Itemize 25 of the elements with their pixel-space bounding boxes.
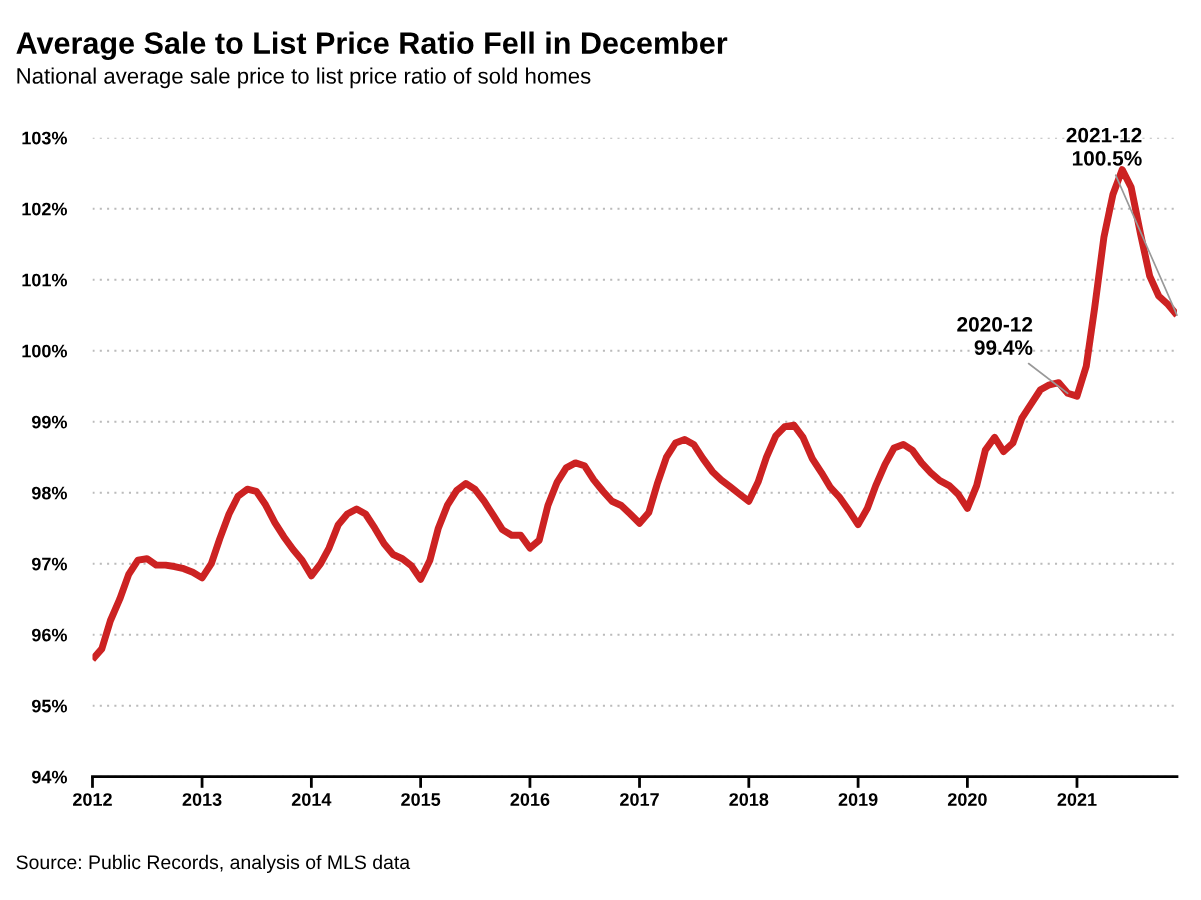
y-tick-label: 98%	[31, 486, 67, 500]
chart-title: Average Sale to List Price Ratio Fell in December	[16, 31, 728, 61]
annotation: 2021-12 100.5%	[1066, 127, 1142, 166]
x-tick-label: 2012	[73, 793, 112, 806]
x-tick-label: 2018	[729, 793, 769, 806]
y-tick-label: 94%	[31, 770, 67, 784]
x-tick-label: 2013	[182, 793, 222, 806]
y-tick-label: 99%	[31, 415, 67, 429]
y-tick-label: 97%	[31, 557, 67, 571]
x-tick-label: 2015	[401, 793, 441, 806]
y-tick-label: 103%	[22, 131, 67, 145]
y-tick-label: 100%	[22, 344, 67, 358]
annotation: 2020-12 99.4%	[957, 316, 1033, 355]
x-tick-label: 2020	[947, 793, 987, 806]
x-tick-label: 2021	[1057, 793, 1097, 806]
x-tick-label: 2014	[291, 793, 332, 806]
x-tick-label: 2019	[838, 793, 878, 806]
x-tick-label: 2016	[510, 793, 550, 806]
source-note: Source: Public Records, analysis of MLS data	[16, 854, 411, 873]
y-tick-label: 101%	[22, 273, 67, 287]
x-tick-label: 2017	[620, 793, 659, 806]
y-tick-label: 102%	[22, 202, 67, 216]
y-tick-label: 96%	[31, 628, 67, 642]
y-tick-label: 95%	[31, 699, 67, 713]
chart-subtitle: National average sale price to list price ratio of sold homes	[17, 67, 591, 89]
